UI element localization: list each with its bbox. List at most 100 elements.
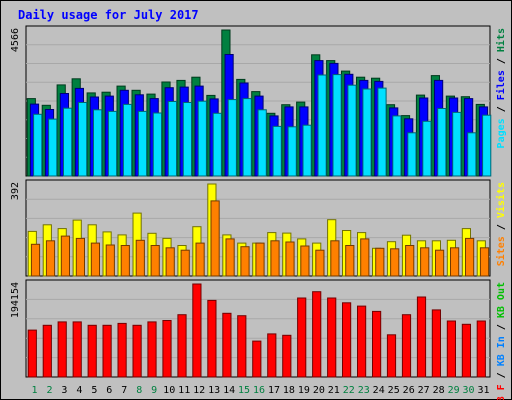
bar-kb-f-day-24 xyxy=(372,310,382,378)
bar-kb-f-day-13 xyxy=(207,299,217,378)
bar-sites-day-2 xyxy=(45,240,56,277)
bar-pages-day-19 xyxy=(302,124,312,177)
bar-sites-day-26 xyxy=(405,245,415,277)
day-label-7: 7 xyxy=(121,385,127,396)
day-label-17: 17 xyxy=(268,385,280,396)
legend-item-pages: Pages xyxy=(496,118,507,148)
bar-pages-day-5 xyxy=(93,109,103,177)
bar-kb-f-day-25 xyxy=(386,334,397,378)
bar-pages-day-10 xyxy=(167,101,178,177)
legend-item-hits: Hits xyxy=(495,28,507,52)
bar-pages-day-27 xyxy=(422,120,432,177)
day-label-18: 18 xyxy=(283,385,295,396)
bar-sites-day-24 xyxy=(375,247,385,277)
day-label-13: 13 xyxy=(208,385,220,396)
bar-sites-day-10 xyxy=(165,247,175,277)
day-label-8: 8 xyxy=(136,385,142,396)
bar-kb-f-day-2 xyxy=(42,324,52,378)
max-label-kbytes: 194154 xyxy=(10,282,21,318)
day-label-30: 30 xyxy=(462,385,474,396)
day-label-14: 14 xyxy=(223,385,235,396)
bar-kb-f-day-15 xyxy=(237,315,247,378)
bar-kb-f-day-30 xyxy=(461,323,471,378)
day-label-19: 19 xyxy=(298,385,310,396)
day-label-16: 16 xyxy=(253,385,265,396)
legend-separator: / xyxy=(496,52,507,70)
chart-title: Daily usage for July 2017 xyxy=(18,8,199,22)
bar-kb-f-day-19 xyxy=(297,297,307,378)
bar-sites-day-13 xyxy=(210,200,220,277)
day-label-31: 31 xyxy=(477,385,489,396)
bar-kb-f-day-4 xyxy=(72,321,82,378)
bar-kb-f-day-20 xyxy=(312,291,322,378)
bar-sites-day-25 xyxy=(390,248,400,277)
bar-kb-f-day-14 xyxy=(222,312,232,378)
bar-sites-day-4 xyxy=(75,237,86,277)
bar-sites-day-17 xyxy=(270,240,280,277)
day-label-1: 1 xyxy=(31,385,37,396)
bar-kb-f-day-1 xyxy=(27,329,37,378)
bar-sites-day-6 xyxy=(105,244,115,277)
bar-pages-day-17 xyxy=(272,125,282,177)
bar-sites-day-19 xyxy=(300,245,310,277)
bar-pages-day-4 xyxy=(78,102,88,177)
bar-kb-f-day-17 xyxy=(267,333,277,378)
day-label-26: 26 xyxy=(403,385,415,396)
bar-pages-day-23 xyxy=(362,88,372,177)
bar-pages-day-22 xyxy=(347,84,357,177)
bar-pages-day-8 xyxy=(137,110,148,177)
bar-kb-f-day-28 xyxy=(431,309,441,378)
bar-pages-day-2 xyxy=(48,118,58,177)
bar-pages-day-28 xyxy=(437,108,447,177)
bar-sites-day-18 xyxy=(285,241,295,277)
bar-sites-day-30 xyxy=(465,237,475,277)
day-label-28: 28 xyxy=(433,385,445,396)
legend-item-sites: Sites xyxy=(495,236,507,266)
bar-pages-day-13 xyxy=(212,112,222,177)
day-label-9: 9 xyxy=(151,385,157,396)
bar-pages-day-20 xyxy=(317,74,327,177)
bar-kb-f-day-7 xyxy=(117,322,127,378)
bar-pages-day-3 xyxy=(63,107,73,177)
day-label-29: 29 xyxy=(448,385,460,396)
legend-separator: / xyxy=(496,318,507,336)
legend-item-kb-in: KB In xyxy=(496,336,507,366)
bar-sites-day-7 xyxy=(120,245,130,277)
legend-item-kb-f: KB F xyxy=(496,384,507,400)
bar-sites-day-3 xyxy=(60,235,70,277)
bar-sites-day-16 xyxy=(255,242,265,277)
legend-visits-sites: Sites / Visits xyxy=(495,182,507,266)
bar-sites-day-14 xyxy=(225,238,235,277)
day-label-21: 21 xyxy=(328,385,340,396)
bar-sites-day-11 xyxy=(180,249,190,277)
bar-sites-day-23 xyxy=(360,238,370,277)
legend-hits-files-pages: Pages / Files / Hits xyxy=(495,28,507,148)
day-label-2: 2 xyxy=(46,385,52,396)
bar-kb-f-day-10 xyxy=(162,320,172,378)
bar-pages-day-24 xyxy=(377,87,387,177)
legend-separator: / xyxy=(496,366,507,384)
bar-pages-day-15 xyxy=(242,98,252,177)
day-label-20: 20 xyxy=(313,385,325,396)
day-label-11: 11 xyxy=(178,385,190,396)
bar-kb-f-day-8 xyxy=(132,324,142,378)
bar-pages-day-11 xyxy=(182,102,193,177)
day-label-27: 27 xyxy=(418,385,430,396)
bar-pages-day-14 xyxy=(227,99,237,177)
bar-pages-day-1 xyxy=(33,113,43,177)
bar-pages-day-21 xyxy=(332,74,342,177)
bar-kb-f-day-29 xyxy=(446,320,456,378)
bar-pages-day-6 xyxy=(107,110,118,177)
legend-separator: / xyxy=(496,100,507,118)
bar-pages-day-12 xyxy=(197,100,207,177)
day-label-5: 5 xyxy=(91,385,97,396)
day-label-23: 23 xyxy=(358,385,370,396)
bar-sites-day-28 xyxy=(435,249,445,277)
bar-kb-f-day-21 xyxy=(327,297,337,378)
max-label-visits-sites: 392 xyxy=(10,182,21,200)
bar-pages-day-9 xyxy=(152,112,163,177)
day-label-10: 10 xyxy=(163,385,175,396)
legend-separator: / xyxy=(496,218,507,236)
bar-kb-f-day-11 xyxy=(177,314,187,378)
bar-pages-day-29 xyxy=(452,111,462,177)
